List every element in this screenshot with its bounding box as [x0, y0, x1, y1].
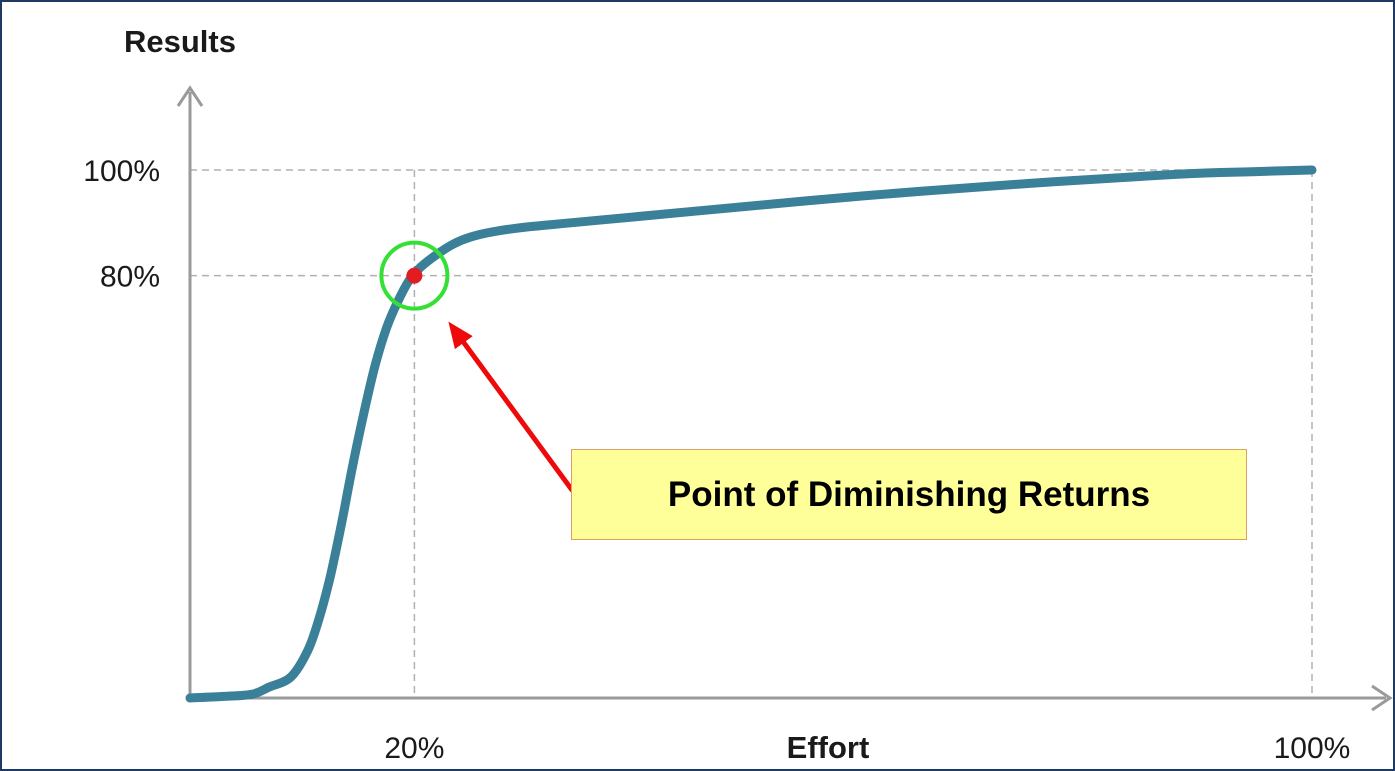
x-tick-label-20: 20% [384, 732, 444, 765]
tick-labels: 20% 100% 80% 100% [83, 155, 1350, 765]
y-tick-label-80: 80% [100, 261, 160, 294]
y-axis-title: Results [124, 24, 236, 59]
gridlines [190, 169, 1313, 698]
series-line [185, 165, 1317, 703]
y-axis-arrowhead [176, 85, 204, 107]
callout-box: Point of Diminishing Returns [571, 449, 1247, 540]
callout-arrow-shaft [461, 340, 575, 493]
callout-arrow [448, 321, 575, 493]
axes [176, 85, 1393, 712]
highlight-point [406, 267, 423, 284]
highlight-ring [379, 240, 450, 311]
x-tick-label-100: 100% [1274, 732, 1351, 765]
y-tick-label-100: 100% [83, 155, 160, 188]
callout-arrow-head [448, 321, 473, 350]
x-axis-title: Effort [787, 730, 870, 765]
x-axis-arrowhead [1371, 684, 1393, 712]
